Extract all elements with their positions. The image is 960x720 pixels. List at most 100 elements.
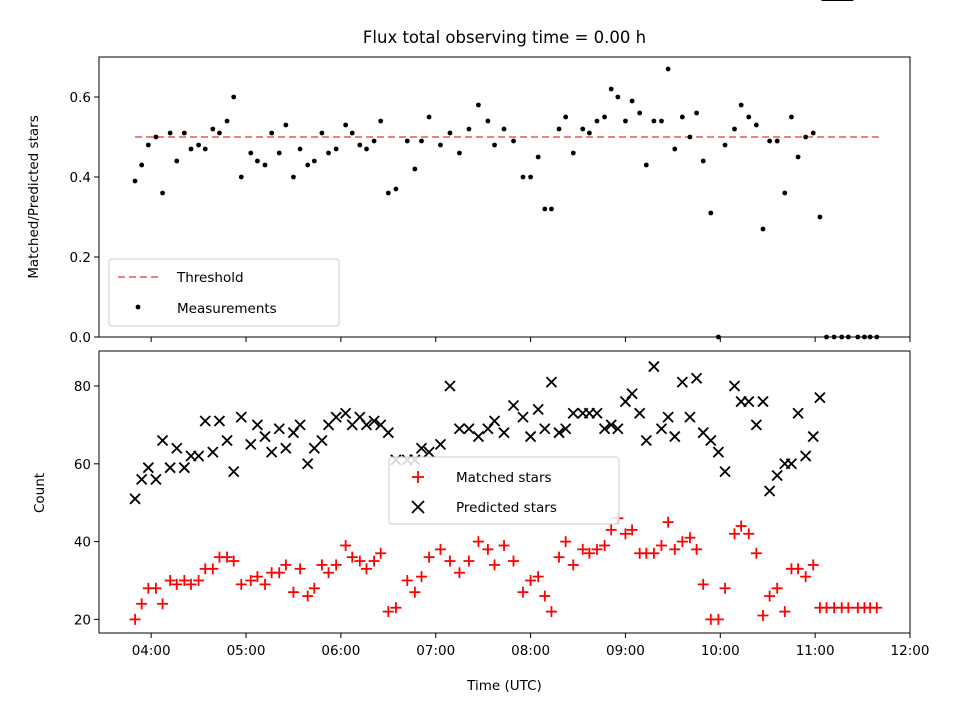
matched-star-point (390, 602, 402, 614)
predicted-star-point (634, 407, 646, 419)
matched-legend-marker (412, 471, 424, 483)
predicted-star-point (757, 395, 769, 408)
matched-star-point (245, 574, 257, 586)
matched-star-point (434, 543, 446, 555)
predicted-legend-label: Predicted stars (456, 500, 557, 516)
measurement-point (602, 114, 607, 120)
predicted-star-point (539, 423, 551, 435)
bottom-y-ticks: 20 40 60 80 (74, 379, 99, 628)
matched-star-point (185, 578, 197, 590)
measurement-point (132, 178, 138, 184)
predicted-star-point (339, 407, 352, 419)
measurement-point (262, 162, 268, 168)
top-y-ticks: 0.0 0.2 0.4 0.6 (70, 90, 99, 346)
matched-star-point (221, 551, 233, 563)
predicted-star-point (423, 446, 435, 458)
predicted-star-point (524, 430, 537, 443)
measurements-legend-marker (135, 304, 141, 310)
matched-star-point (517, 586, 529, 598)
top-y-tick-label: 0.6 (70, 90, 91, 106)
measurement-point (319, 130, 325, 136)
matched-star-point (150, 582, 162, 594)
matched-star-point (743, 528, 755, 540)
measurement-point (556, 126, 562, 132)
matched-star-point (129, 613, 141, 625)
matched-star-point (316, 559, 328, 571)
matched-star-point (599, 539, 611, 551)
matched-star-point (605, 524, 617, 536)
measurement-point (665, 66, 671, 72)
matched-star-point (800, 571, 812, 583)
predicted-star-point (728, 380, 741, 392)
predicted-star-point (251, 419, 264, 431)
measurement-point (659, 118, 664, 124)
predicted-star-point (142, 462, 154, 474)
chart-title: Flux total observing time = 0.00 h (363, 28, 646, 47)
matched-star-point (662, 516, 674, 528)
matched-star-point (771, 582, 783, 594)
top-panel: 0.0 0.2 0.4 0.6 Matched/Predicted stars Thr… (26, 56, 911, 346)
measurement-point (231, 94, 237, 100)
matched-star-point (259, 578, 271, 590)
predicted-star-point (792, 407, 804, 419)
matched-star-point (792, 563, 804, 575)
predicted-star-point (719, 465, 731, 478)
matched-star-point (171, 578, 183, 590)
measurement-point (426, 114, 432, 120)
measurement-point (305, 162, 311, 168)
measurements-legend-label: Measurements (177, 301, 277, 317)
matched-star-point (228, 555, 240, 567)
measurement-point (364, 146, 369, 152)
measurement-point (570, 150, 576, 156)
measurement-point (181, 130, 187, 136)
predicted-star-point (199, 415, 211, 427)
measurement-point (746, 114, 752, 120)
measurement-point (485, 118, 491, 124)
matched-star-point (423, 551, 435, 563)
x-tick-label: 04:00 (132, 643, 171, 659)
measurement-points (132, 66, 880, 340)
bottom-y-axis-label: Count (32, 473, 48, 513)
bottom-panel: 20 40 60 80 04:00 05:00 06:00 07:00 08:00 09:00 1… (32, 0, 929, 694)
matched-star-point (719, 582, 731, 594)
predicted-star-point (626, 388, 638, 400)
matched-star-point (626, 524, 638, 536)
matched-star-point (735, 520, 747, 532)
measurement-point (700, 158, 706, 164)
measurement-point (803, 134, 809, 140)
predicted-star-point (640, 434, 652, 447)
predicted-star-point (259, 430, 271, 443)
predicted-star-point (605, 419, 617, 431)
predicted-star-point (235, 411, 247, 423)
measurement-point (774, 138, 780, 144)
x-tick-label: 09:00 (606, 643, 645, 659)
measurement-point (291, 174, 296, 180)
measurement-point (326, 150, 331, 156)
matched-star-point (498, 539, 510, 551)
predicted-star-point (228, 465, 240, 478)
predicted-star-point (129, 493, 141, 505)
matched-star-point (251, 571, 263, 583)
predicted-star-point (669, 430, 681, 443)
predicted-star-point (750, 419, 762, 431)
top-y-tick-label: 0.2 (70, 250, 91, 266)
matched-star-point (669, 543, 681, 555)
matched-star-point (136, 598, 148, 610)
top-y-tick-label: 0.0 (70, 330, 91, 346)
predicted-star-point (434, 438, 447, 450)
measurement-point (643, 162, 649, 168)
measurement-point (535, 154, 541, 160)
matched-star-point (697, 578, 709, 590)
measurement-point (782, 190, 788, 196)
measurement-point (738, 102, 744, 108)
measurement-point (767, 138, 773, 144)
predicted-star-point (676, 376, 688, 388)
matched-legend-label: Matched stars (456, 470, 552, 486)
measurement-point (694, 110, 699, 116)
measurement-point (269, 130, 275, 136)
measurement-point (202, 146, 208, 152)
predicted-star-point (150, 473, 162, 485)
matched-star-point (583, 547, 595, 559)
measurement-point (679, 114, 685, 120)
matched-star-point (368, 555, 380, 567)
